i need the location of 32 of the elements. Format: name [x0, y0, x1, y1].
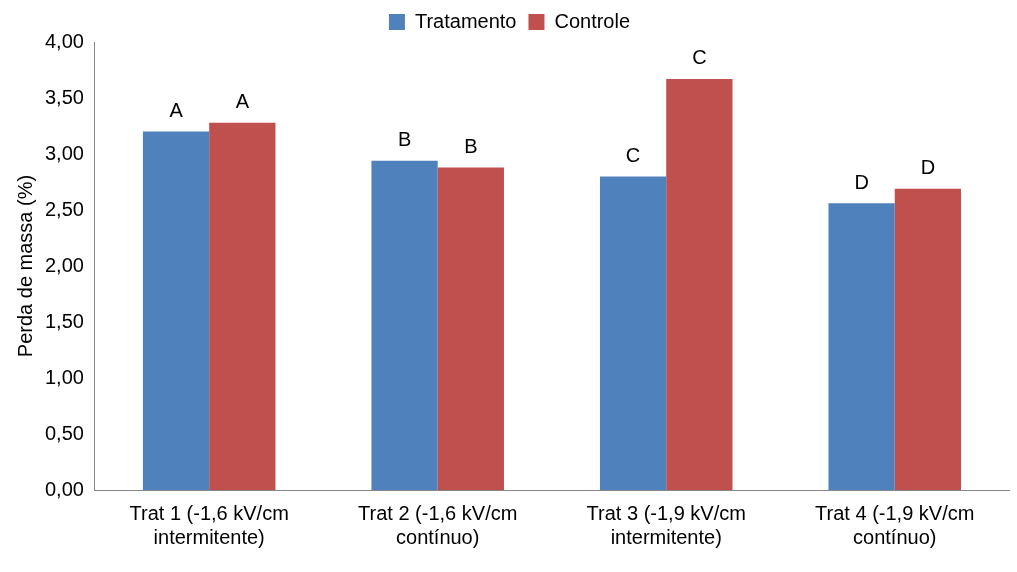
data-label: B [464, 134, 478, 157]
bar [142, 131, 210, 490]
data-label: D [854, 170, 869, 193]
y-tick-label: 3,00 [44, 141, 84, 164]
bar [894, 188, 962, 490]
x-tick-label: Trat 4 (-1,9 kV/cm contínuo) [815, 501, 975, 548]
bar [666, 78, 733, 490]
y-tick-label: 2,50 [44, 197, 84, 220]
x-tick-label: Trat 3 (-1,9 kV/cm intermitente) [586, 501, 746, 548]
legend-label: Tratamento [414, 9, 517, 32]
bar [437, 167, 504, 490]
y-tick-label: 2,00 [44, 253, 84, 276]
x-tick-label: Trat 1 (-1,6 kV/cm intermitente) [129, 501, 289, 548]
data-label: D [920, 156, 936, 179]
data-label: C [692, 46, 707, 69]
bar [599, 176, 667, 490]
y-tick-label: 0,00 [44, 477, 84, 500]
legend-label: Controle [554, 9, 631, 32]
bar [828, 203, 895, 490]
data-label: A [235, 90, 250, 113]
x-tick-label: Trat 2 (-1,6 kV/cm contínuo) [358, 501, 518, 548]
data-label: A [169, 99, 184, 122]
data-label: C [625, 143, 641, 166]
y-tick-label: 0,50 [44, 421, 84, 444]
y-tick-label: 1,50 [44, 309, 84, 332]
bar [209, 122, 276, 490]
y-tick-label: 4,00 [44, 29, 84, 52]
y-tick-label: 3,50 [44, 85, 84, 108]
bar [371, 160, 438, 490]
y-tick-label: 1,00 [44, 365, 84, 388]
y-axis-title: Perda de massa (%) [13, 174, 36, 358]
data-label: B [397, 128, 412, 151]
